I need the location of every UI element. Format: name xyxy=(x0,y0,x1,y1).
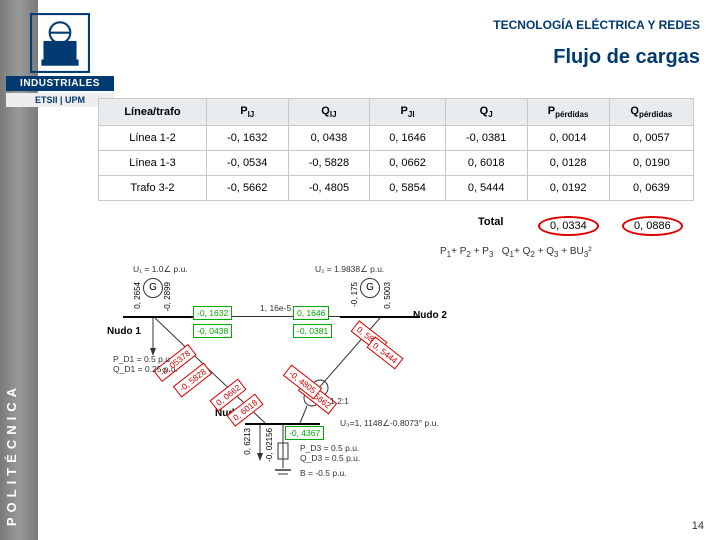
sd3-label: P_D3 = 0.5 p.u. Q_D3 = 0.5 p.u. xyxy=(300,443,360,463)
losses-table: Línea/trafo PIJ QIJ PJI QJ Ppérdidas Qpé… xyxy=(98,98,694,201)
vertical-brand: POLITÉCNICA xyxy=(4,383,19,526)
col-pperd: Ppérdidas xyxy=(527,99,609,126)
page-title: Flujo de cargas xyxy=(493,46,700,69)
col-qperd: Qpérdidas xyxy=(609,99,693,126)
table-row: Línea 1-3-0, 0534-0, 58280, 06620, 60180… xyxy=(99,151,694,176)
brand-name: INDUSTRIALES xyxy=(6,76,114,91)
upm-logo xyxy=(29,12,91,74)
table-row: Trafo 3-2-0, 5662-0, 48050, 58540, 54440… xyxy=(99,176,694,201)
total-p-oval: 0, 0334 xyxy=(538,216,599,236)
col-pij: PIJ xyxy=(206,99,288,126)
logo-area: INDUSTRIALES ETSII | UPM xyxy=(0,12,120,107)
col-linea: Línea/trafo xyxy=(99,99,207,126)
sd1-label: P_D1 = 0.5 p.u Q_D1 = 0.25 p.u. xyxy=(113,354,178,374)
formula-text: P1+ P2 + P3 Q1+ Q2 + Q3 + BU3² xyxy=(440,246,592,257)
u3-label: U₃=1, 1148∠-0.8073° p.u. xyxy=(340,418,439,429)
ratio-label: 1.2:1 xyxy=(330,396,349,406)
total-label: Total xyxy=(478,216,503,228)
val-0-02156: -0, 02156 xyxy=(265,428,274,462)
topic: TECNOLOGÍA ELÉCTRICA Y REDES xyxy=(493,18,700,32)
col-pji: PJI xyxy=(370,99,446,126)
total-q-oval: 0, 0886 xyxy=(622,216,683,236)
page-number: 14 xyxy=(692,520,704,532)
col-qj: QJ xyxy=(445,99,527,126)
b-label: B = -0.5 p.u. xyxy=(300,468,347,478)
circuit-diagram: U₁ = 1.0∠ p.u. G Nudo 1 0, 2654 -0, 2899… xyxy=(115,268,545,498)
table-row: Línea 1-2-0, 16320, 04380, 1646-0, 03810… xyxy=(99,126,694,151)
formula-row: P1+ P2 + P3 Q1+ Q2 + Q3 + BU3² xyxy=(440,246,592,259)
col-qij: QIJ xyxy=(288,99,370,126)
val-box: -0, 4367 xyxy=(285,426,324,440)
val-0-6213: 0, 6213 xyxy=(243,428,252,455)
header: TECNOLOGÍA ELÉCTRICA Y REDES Flujo de ca… xyxy=(493,18,700,69)
